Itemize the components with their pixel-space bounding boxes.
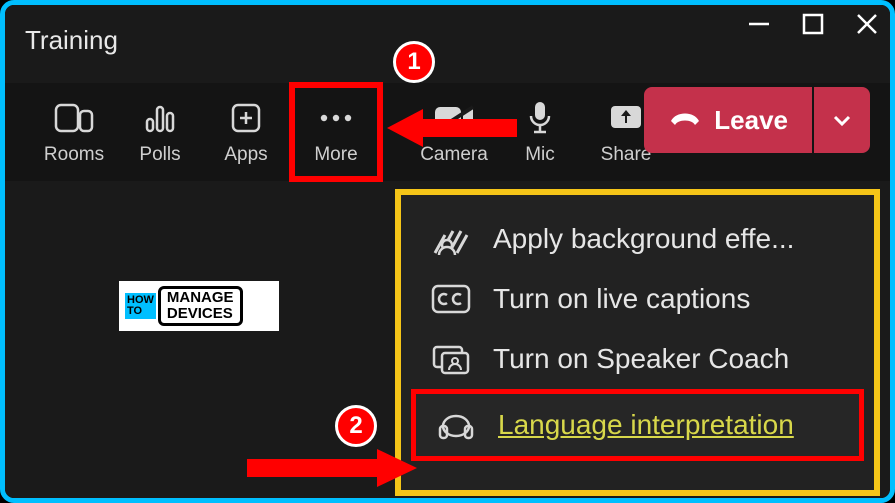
menu-item-language-interpretation[interactable]: Language interpretation xyxy=(411,389,864,461)
polls-button[interactable]: Polls xyxy=(117,87,203,177)
hangup-icon xyxy=(668,105,702,136)
mic-icon xyxy=(527,98,553,138)
watermark-logo: HOW TO MANAGE DEVICES xyxy=(119,281,279,331)
rooms-icon xyxy=(54,98,94,138)
more-icon xyxy=(316,98,356,138)
speaker-coach-icon xyxy=(429,343,473,375)
annotation-arrow-2 xyxy=(247,445,417,496)
maximize-button[interactable] xyxy=(800,11,826,42)
leave-button[interactable]: Leave xyxy=(644,87,812,153)
leave-group: Leave xyxy=(644,87,870,153)
more-label: More xyxy=(314,144,357,166)
menu-label: Language interpretation xyxy=(498,409,794,441)
screenshot-frame: Training Rooms xyxy=(0,0,895,503)
menu-item-live-captions[interactable]: Turn on live captions xyxy=(411,269,864,329)
titlebar: Training xyxy=(5,5,890,75)
menu-item-speaker-coach[interactable]: Turn on Speaker Coach xyxy=(411,329,864,389)
window-controls xyxy=(746,11,880,42)
polls-label: Polls xyxy=(139,144,180,166)
menu-label: Apply background effe... xyxy=(493,223,794,255)
menu-label: Turn on live captions xyxy=(493,283,750,315)
share-icon xyxy=(608,98,644,138)
annotation-badge-1: 1 xyxy=(393,41,435,83)
minimize-button[interactable] xyxy=(746,11,772,42)
mic-label: Mic xyxy=(525,144,555,166)
leave-label: Leave xyxy=(714,105,788,136)
rooms-button[interactable]: Rooms xyxy=(31,87,117,177)
more-menu: Apply background effe... Turn on live ca… xyxy=(395,189,880,496)
apps-button[interactable]: Apps xyxy=(203,87,289,177)
interpretation-icon xyxy=(434,408,478,442)
menu-label: Turn on Speaker Coach xyxy=(493,343,789,375)
rooms-label: Rooms xyxy=(44,144,104,166)
menu-item-background-effects[interactable]: Apply background effe... xyxy=(411,209,864,269)
chevron-down-icon xyxy=(831,109,853,131)
more-button[interactable]: More xyxy=(289,82,383,182)
meeting-title: Training xyxy=(25,25,118,56)
watermark-howto: HOW TO xyxy=(125,293,156,319)
captions-icon xyxy=(429,284,473,314)
annotation-arrow-1 xyxy=(387,103,517,158)
polls-icon xyxy=(143,98,177,138)
apps-icon xyxy=(229,98,263,138)
apps-label: Apps xyxy=(224,144,267,166)
background-effects-icon xyxy=(429,223,473,255)
watermark-manage-devices: MANAGE DEVICES xyxy=(158,286,243,326)
leave-chevron-button[interactable] xyxy=(814,87,870,153)
close-button[interactable] xyxy=(854,11,880,42)
annotation-badge-2: 2 xyxy=(335,405,377,447)
app-window: Training Rooms xyxy=(5,5,890,498)
